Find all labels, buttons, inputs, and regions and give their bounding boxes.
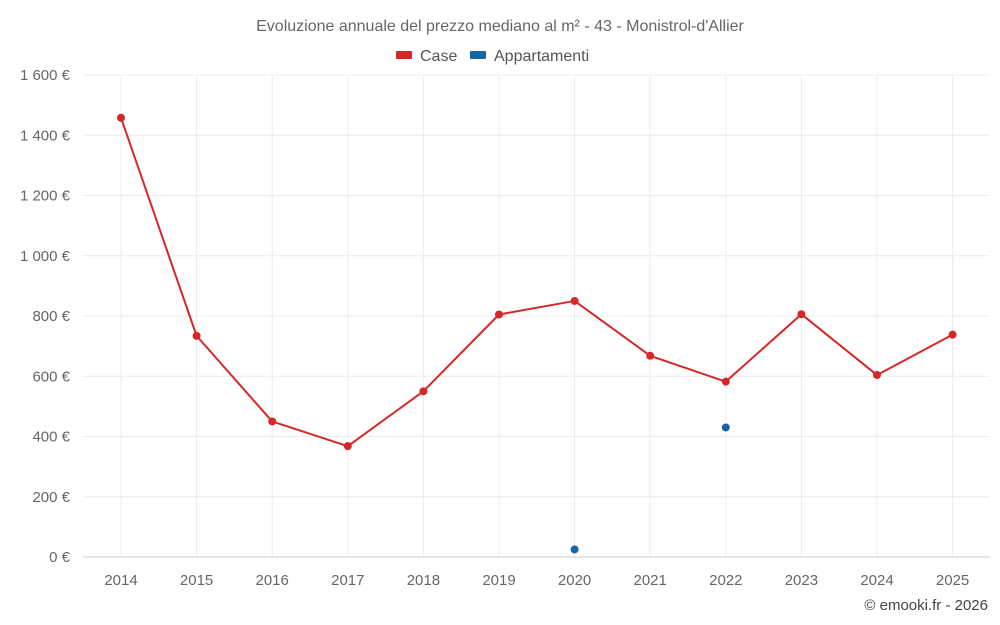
credit-text: © emooki.fr - 2026 [864, 597, 988, 614]
x-tick-label: 2023 [785, 572, 818, 589]
legend-swatch-case [396, 51, 412, 59]
x-tick-label: 2015 [180, 572, 213, 589]
x-tick-label: 2014 [104, 572, 137, 589]
data-point-case[interactable] [192, 331, 201, 340]
legend-swatch-appartamenti [470, 51, 486, 59]
legend: Case Appartamenti [396, 48, 589, 65]
y-tick-label: 400 € [32, 429, 70, 446]
data-point-case[interactable] [570, 296, 579, 305]
data-point-case[interactable] [343, 442, 352, 451]
legend-item-case[interactable]: Case [396, 48, 457, 65]
x-tick-label: 2019 [482, 572, 515, 589]
data-point-case[interactable] [495, 310, 503, 319]
data-point-case[interactable] [873, 371, 881, 380]
legend-label-appartamenti: Appartamenti [494, 48, 589, 65]
data-point-case[interactable] [948, 330, 957, 339]
legend-label-case: Case [420, 48, 457, 65]
data-point-appartamenti[interactable] [570, 545, 579, 554]
y-tick-label: 600 € [32, 368, 70, 385]
y-tick-label: 0 € [49, 549, 71, 566]
data-point-case[interactable] [721, 377, 730, 386]
y-tick-label: 200 € [32, 489, 70, 506]
y-tick-label: 1 400 € [20, 127, 71, 144]
series [117, 113, 957, 554]
data-point-case[interactable] [419, 387, 428, 396]
x-tick-label: 2025 [936, 572, 969, 589]
y-tick-label: 1 000 € [20, 248, 71, 265]
data-point-case[interactable] [646, 351, 655, 360]
data-point-case[interactable] [117, 113, 125, 122]
legend-item-appartamenti[interactable]: Appartamenti [470, 48, 589, 65]
x-tick-label: 2022 [709, 572, 742, 589]
axes: 0 € 200 € 400 € 600 € 800 € 1 000 € 1 200 € 1 4… [20, 67, 990, 589]
data-point-appartamenti[interactable] [721, 423, 730, 432]
y-tick-label: 1 200 € [20, 188, 71, 205]
y-tick-label: 800 € [32, 308, 70, 325]
data-point-case[interactable] [268, 417, 277, 426]
chart-title: Evoluzione annuale del prezzo mediano al… [256, 18, 744, 35]
x-tick-label: 2018 [407, 572, 440, 589]
grid [83, 74, 990, 558]
x-tick-label: 2021 [634, 572, 667, 589]
x-tick-label: 2017 [331, 572, 364, 589]
data-point-case[interactable] [797, 310, 806, 319]
x-tick-label: 2016 [256, 572, 289, 589]
y-tick-label: 1 600 € [20, 67, 71, 84]
series-line-case [120, 117, 954, 448]
x-tick-label: 2020 [558, 572, 591, 589]
x-tick-label: 2024 [860, 572, 893, 589]
